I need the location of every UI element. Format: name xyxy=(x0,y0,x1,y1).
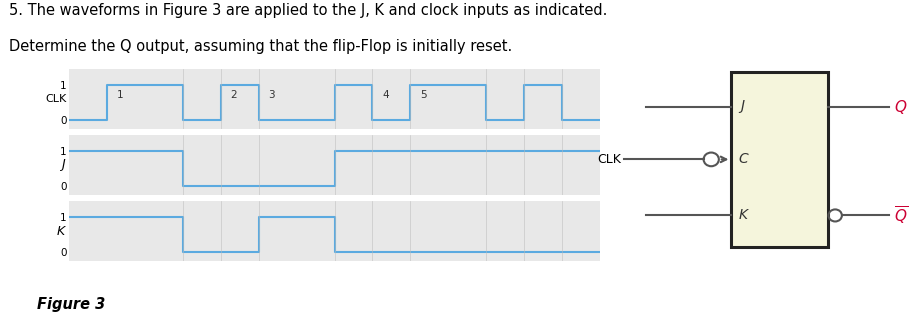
Text: CLK: CLK xyxy=(45,94,66,104)
Bar xyxy=(731,72,829,247)
Text: 5: 5 xyxy=(420,90,426,100)
Text: 2: 2 xyxy=(231,90,237,100)
Text: Determine the Q output, assuming that the flip-Flop is initially reset.: Determine the Q output, assuming that th… xyxy=(9,39,512,54)
Text: $\overline{Q}$: $\overline{Q}$ xyxy=(894,204,908,226)
Text: $K$: $K$ xyxy=(55,224,66,238)
Text: 1: 1 xyxy=(117,90,124,100)
Text: 3: 3 xyxy=(269,90,275,100)
Text: $Q$: $Q$ xyxy=(894,98,907,116)
Text: $J$: $J$ xyxy=(737,98,746,115)
Text: CLK: CLK xyxy=(597,153,621,166)
Text: 5. The waveforms in Figure 3 are applied to the J, K and clock inputs as indicat: 5. The waveforms in Figure 3 are applied… xyxy=(9,3,607,18)
Text: 4: 4 xyxy=(382,90,389,100)
Text: $C$: $C$ xyxy=(737,152,749,166)
Text: $J$: $J$ xyxy=(59,157,66,173)
Text: $K$: $K$ xyxy=(737,208,749,223)
Text: Figure 3: Figure 3 xyxy=(37,297,105,312)
